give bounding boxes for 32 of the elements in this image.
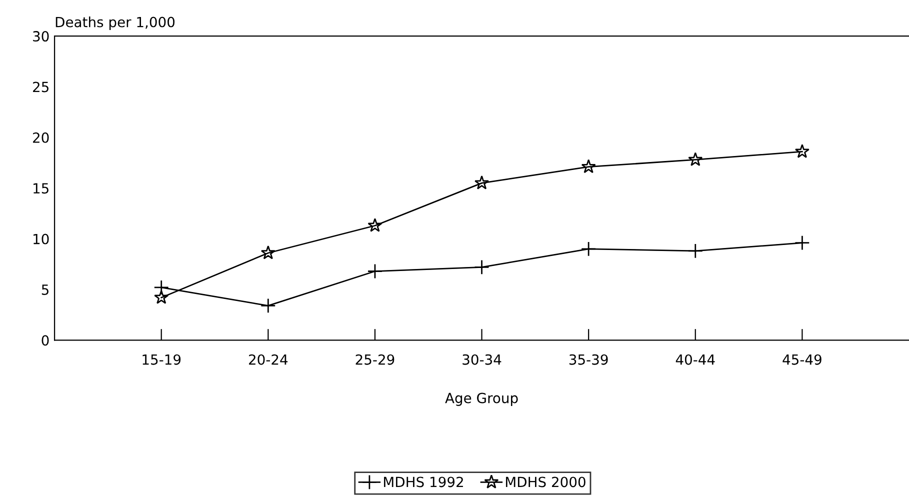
point xyxy=(260,245,276,260)
point xyxy=(580,241,596,257)
legend-label: MDHS 1992 xyxy=(384,476,463,488)
y-tick-label: 0 xyxy=(42,335,49,346)
x-tick-label: 35-39 xyxy=(569,354,608,365)
x-tick-label: 30-34 xyxy=(462,354,502,365)
point xyxy=(794,235,810,251)
point xyxy=(688,152,703,166)
point xyxy=(794,144,810,158)
point xyxy=(260,298,276,314)
y-tick-label: 25 xyxy=(33,82,48,92)
y-tick-label: 15 xyxy=(34,183,48,194)
legend-label: MDHS 2000 xyxy=(506,476,586,488)
x-axis-title: Age Group xyxy=(445,392,518,406)
point xyxy=(474,175,490,190)
point xyxy=(367,264,383,279)
y-tick-label: 10 xyxy=(34,234,49,244)
x-tick-label: 40-44 xyxy=(676,354,715,365)
x-tick-label: 15-19 xyxy=(142,354,181,365)
x-tick-label: 20-24 xyxy=(248,354,288,365)
y-axis-title: Deaths per 1,000 xyxy=(56,16,175,30)
point xyxy=(368,218,382,232)
y-tick-label: 20 xyxy=(33,132,49,143)
point xyxy=(154,280,169,296)
y-tick-label: 5 xyxy=(42,284,48,295)
x-tick-label: 25-29 xyxy=(356,354,394,365)
point xyxy=(154,290,169,304)
y-tick-label: 30 xyxy=(33,31,49,42)
x-tick-label: 45-49 xyxy=(782,354,822,365)
point xyxy=(688,243,704,259)
point xyxy=(581,159,596,174)
point xyxy=(474,260,490,275)
